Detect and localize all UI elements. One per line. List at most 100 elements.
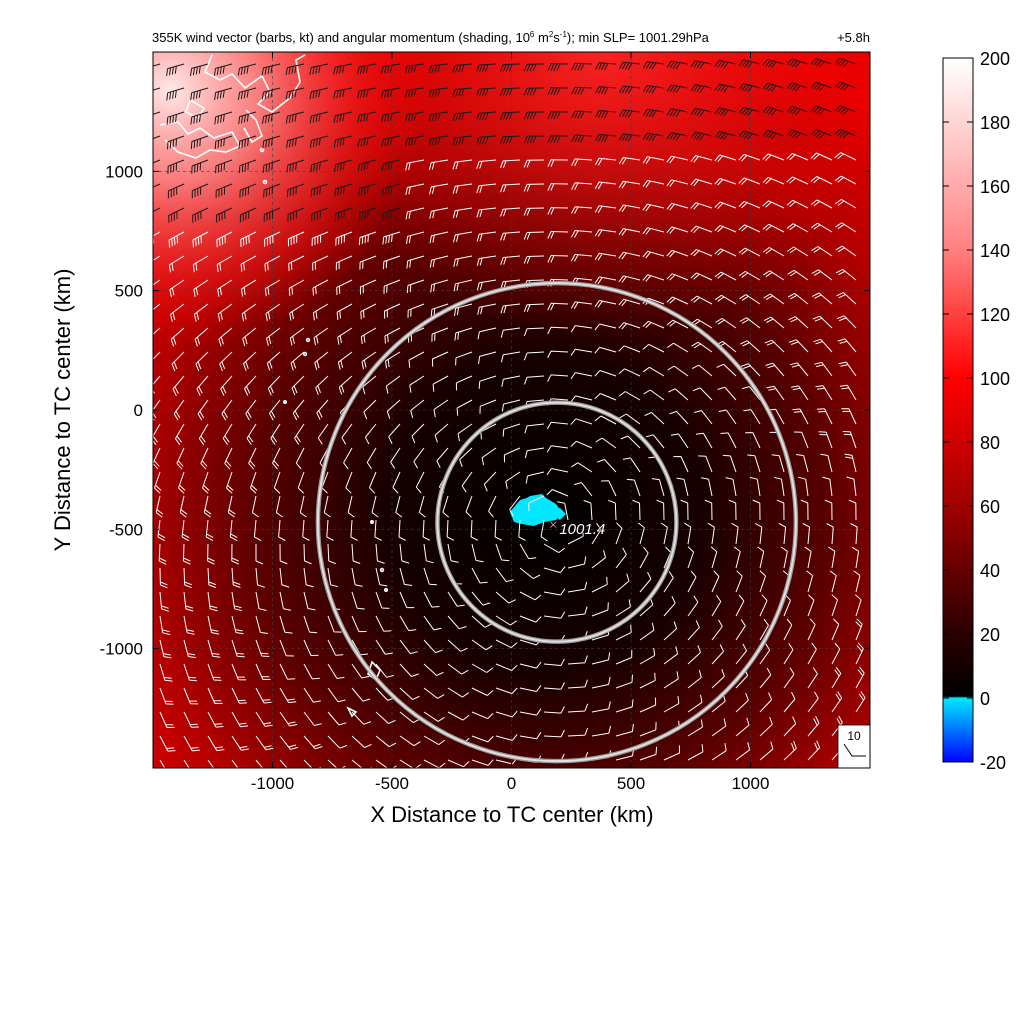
wind-barb [351, 567, 363, 587]
wind-barb [711, 743, 727, 761]
wind-barb [802, 523, 810, 545]
wind-barb [594, 181, 617, 190]
wind-barb [642, 61, 665, 70]
wind-barb [399, 543, 410, 564]
wind-barb [266, 327, 281, 346]
wind-barb [168, 207, 185, 224]
wind-barb [735, 570, 743, 593]
wind-barb [618, 391, 641, 401]
wind-barb [680, 499, 689, 521]
wind-barb [765, 362, 785, 377]
wind-barb [787, 293, 809, 305]
wind-barb [182, 543, 191, 565]
wind-barb [642, 366, 665, 377]
wind-barb [639, 697, 657, 713]
wind-barb [240, 231, 257, 248]
wind-barb [207, 615, 220, 635]
wind-barb [347, 495, 355, 518]
wind-barb [618, 133, 641, 142]
wind-barb [524, 447, 545, 459]
wind-barb [571, 230, 593, 238]
wind-barb [174, 423, 185, 446]
wind-barb [667, 365, 689, 377]
wind-barb [465, 495, 473, 518]
wind-barb [197, 399, 209, 421]
wind-barb [275, 495, 283, 518]
wind-barb [632, 499, 641, 521]
negative-momentum-area [510, 494, 566, 526]
wind-barb [787, 269, 809, 281]
wind-barb [303, 615, 318, 634]
wind-barb [198, 423, 209, 446]
x-tick-label: -500 [375, 774, 409, 793]
wind-barb [171, 351, 185, 372]
wind-barb [179, 495, 188, 518]
wind-barb [471, 687, 494, 696]
wind-barb [159, 759, 166, 768]
wind-barb [547, 207, 569, 215]
wind-barb [567, 581, 588, 593]
wind-barb [358, 207, 377, 221]
wind-barb [570, 348, 593, 356]
wind-barb [759, 618, 769, 641]
wind-barb [315, 375, 329, 395]
wind-barb [594, 252, 617, 261]
wind-barb [471, 591, 491, 606]
wind-barb [523, 207, 545, 216]
wind-barb [153, 423, 161, 446]
wind-barb [745, 432, 761, 449]
wind-barb [311, 231, 329, 247]
wind-barb [477, 303, 497, 315]
wind-barb [543, 611, 566, 619]
wind-barb [303, 591, 316, 611]
wind-barb [547, 63, 569, 72]
wind-barb [519, 543, 537, 560]
wind-barb [735, 742, 751, 761]
wind-barb [358, 231, 377, 246]
wind-barb [718, 409, 737, 425]
wind-barb [524, 423, 545, 434]
wind-barb [231, 615, 244, 635]
wind-barb [853, 570, 861, 593]
wind-barb [422, 519, 431, 541]
wind-barb [794, 431, 809, 449]
wind-barb [789, 362, 809, 377]
wind-barb [816, 408, 833, 425]
wind-barb [471, 567, 488, 584]
wind-barb [476, 207, 497, 218]
wind-barb [290, 351, 305, 371]
wind-barb [690, 60, 713, 69]
wind-barb [591, 676, 611, 689]
wind-barb [583, 500, 593, 521]
wind-barb [471, 615, 492, 628]
wind-barb [615, 573, 630, 593]
wind-barb [571, 158, 593, 167]
wind-barb [523, 255, 545, 264]
wind-barb [735, 643, 748, 665]
wind-barb [404, 87, 425, 98]
wind-barb [168, 231, 185, 248]
wind-barb [687, 719, 703, 737]
wind-barb [224, 447, 233, 470]
wind-barb [618, 251, 641, 260]
wind-barb [854, 594, 862, 617]
wind-barb [351, 615, 367, 633]
wind-barb [231, 759, 239, 768]
wind-barb [478, 375, 497, 389]
wind-barb [255, 663, 271, 680]
wind-barb [811, 246, 833, 257]
wind-barb [601, 480, 617, 497]
colorbar-tick-label: 80 [980, 433, 1000, 453]
wind-barb [476, 231, 497, 242]
wind-barbs [153, 57, 866, 768]
wind-barb [423, 615, 442, 631]
wind-barb [385, 351, 401, 369]
wind-barb [382, 207, 401, 221]
wind-barb [214, 135, 233, 149]
wind-barb [523, 231, 545, 240]
wind-barb [735, 693, 749, 713]
wind-barb [676, 477, 689, 497]
wind-barb [523, 327, 545, 337]
wind-barb [571, 110, 593, 119]
wind-barb [666, 179, 689, 187]
